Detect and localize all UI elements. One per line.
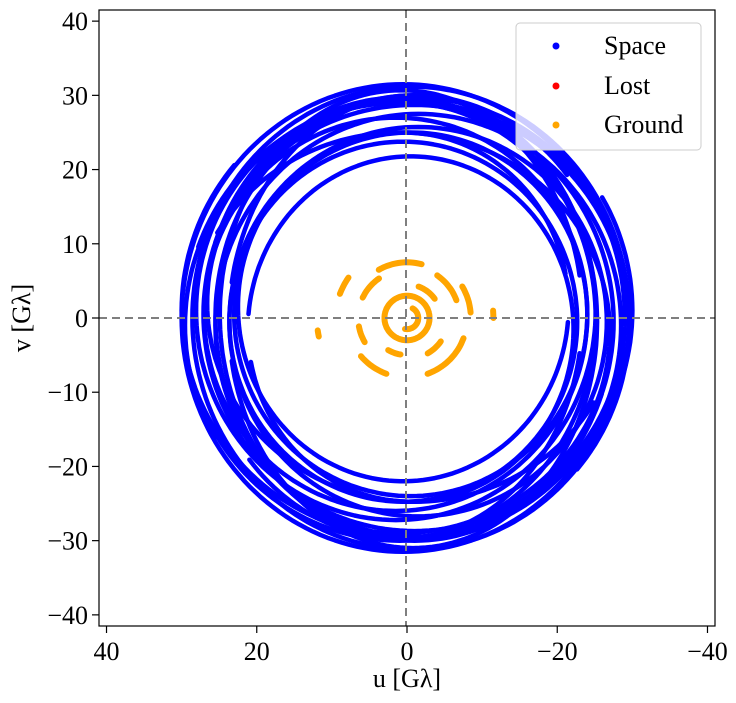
plot-marks <box>179 81 635 555</box>
y-axis-label: v [Gλ] <box>7 284 36 352</box>
x-axis-ticks: 40 20 0 −20 −40 <box>94 626 728 666</box>
space-track-conjugate <box>246 154 576 504</box>
legend-label-ground: Ground <box>604 110 683 139</box>
legend-marker-space <box>552 42 560 50</box>
y-tick-label: −30 <box>47 527 88 556</box>
y-tick-label: −20 <box>47 452 88 481</box>
ground-arc <box>355 323 368 346</box>
space-track-conjugate <box>182 98 632 472</box>
x-tick-label: −20 <box>537 637 578 666</box>
x-tick-label: 20 <box>244 637 270 666</box>
ground-arc <box>375 259 425 273</box>
ground-arc <box>415 283 438 302</box>
ground-arc <box>336 274 352 297</box>
ground-arc <box>358 353 390 377</box>
y-tick-label: 0 <box>75 304 88 333</box>
y-axis-ticks: 40 30 20 10 0 −10 −20 −30 −40 <box>47 7 99 630</box>
y-tick-label: 20 <box>62 156 88 185</box>
legend-box <box>515 22 702 151</box>
ground-arc <box>314 327 322 340</box>
x-axis-label: u [Gλ] <box>373 664 441 693</box>
space-track <box>229 93 600 551</box>
space-track-conjugate <box>217 87 582 541</box>
legend-label-space: Space <box>604 31 666 60</box>
legend-label-lost: Lost <box>604 71 651 100</box>
ground-arc <box>424 338 444 357</box>
space-track <box>235 130 571 484</box>
ground-arc <box>402 305 422 333</box>
space-track-conjugate <box>193 98 598 523</box>
y-tick-label: 40 <box>62 7 88 36</box>
y-tick-label: −40 <box>47 601 88 630</box>
y-tick-label: −10 <box>47 378 88 407</box>
legend-marker-lost <box>552 82 560 90</box>
legend: Space Lost Ground <box>515 22 702 151</box>
x-tick-label: 0 <box>401 637 414 666</box>
ground-arc <box>359 275 382 301</box>
ground-arc <box>434 272 460 304</box>
ground-arc <box>385 347 404 358</box>
legend-marker-ground <box>552 121 560 129</box>
ground-arc <box>424 335 467 377</box>
x-tick-label: 40 <box>94 637 120 666</box>
space-track-conjugate <box>227 139 580 504</box>
x-tick-label: −40 <box>687 637 728 666</box>
y-tick-label: 30 <box>62 81 88 110</box>
y-tick-label: 10 <box>62 230 88 259</box>
ground-arc <box>459 283 474 316</box>
